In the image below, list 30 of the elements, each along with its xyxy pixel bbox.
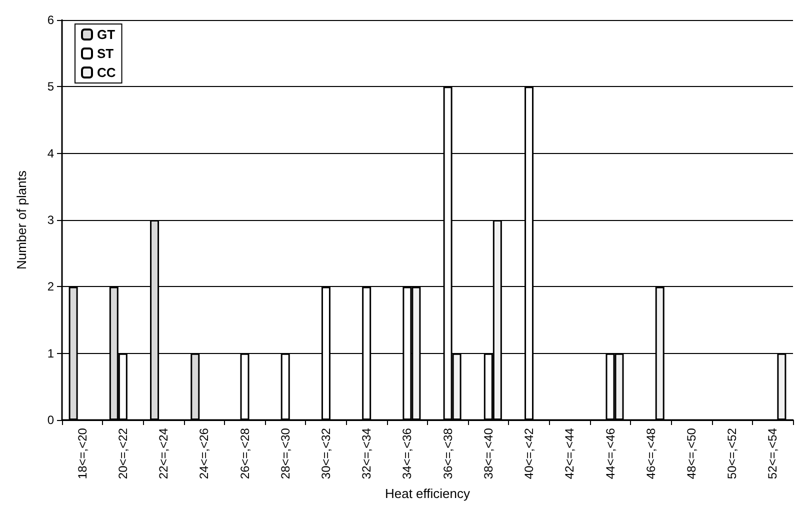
x-tick-label: 28<=,<30 (278, 428, 292, 480)
x-tick-label: 26<=,<28 (238, 428, 252, 480)
y-tick-label: 1 (47, 346, 54, 360)
x-tick-label: 20<=,<22 (116, 428, 130, 480)
x-tick-label: 48<=,<50 (684, 428, 698, 480)
legend-label: GT (97, 27, 116, 42)
x-tick-label: 18<=,<20 (75, 428, 90, 480)
x-tick-label: 40<=,<42 (522, 428, 536, 480)
x-tick-label: 36<=,<38 (440, 428, 455, 480)
y-tick-label: 3 (47, 213, 54, 228)
x-tick-label: 52<=,<54 (766, 428, 780, 480)
x-tick-label: 32<=,<34 (360, 428, 374, 480)
x-tick-label: 46<=,<48 (644, 428, 658, 480)
x-axis-title: Heat efficiency (384, 486, 471, 501)
y-tick-label: 2 (47, 280, 54, 294)
x-tick-label: 34<=,<36 (400, 428, 414, 480)
x-tick-label: 22<=,<24 (156, 428, 171, 480)
x-tick-label: 38<=,<40 (481, 428, 496, 480)
y-tick-label: 5 (47, 80, 54, 94)
y-tick-label: 0 (47, 413, 54, 428)
legend-label: CC (97, 65, 116, 80)
x-tick-label: 24<=,<26 (197, 428, 212, 480)
x-tick-label: 44<=,<46 (603, 428, 618, 480)
y-tick-label: 6 (47, 13, 54, 27)
y-axis-title: Number of plants (14, 170, 29, 270)
x-tick-label: 30<=,<32 (318, 428, 333, 480)
x-tick-label: 50<=,<52 (725, 428, 740, 480)
legend-label: ST (97, 46, 114, 61)
x-tick-label: 42<=,<44 (562, 428, 577, 480)
y-tick-label: 4 (47, 146, 54, 160)
